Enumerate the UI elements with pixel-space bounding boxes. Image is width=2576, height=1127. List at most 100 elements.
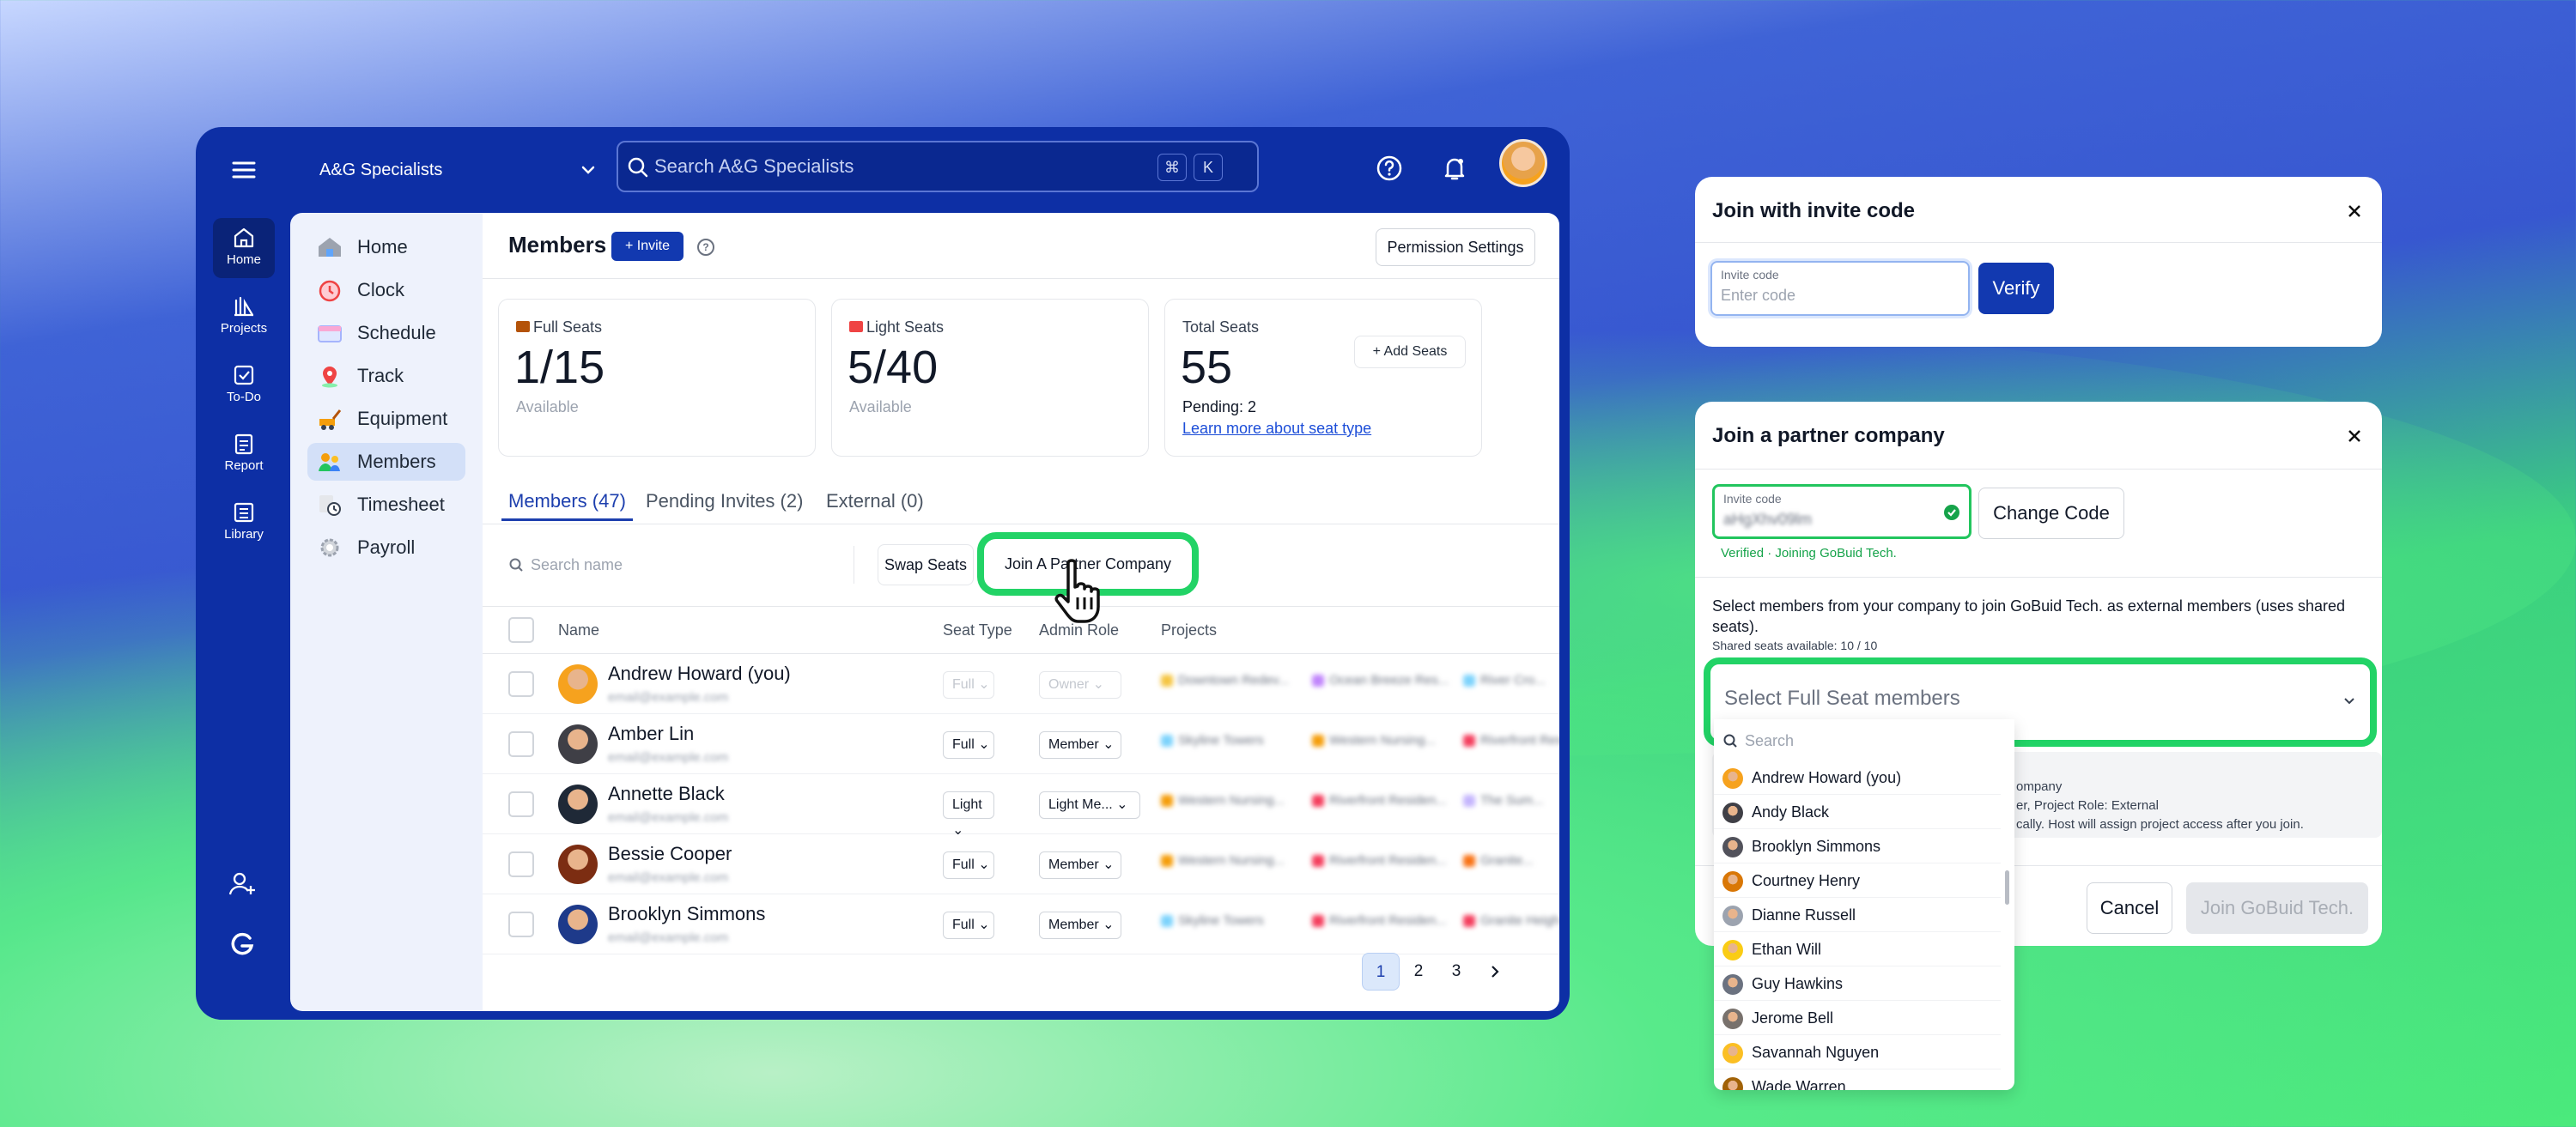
table-row[interactable]: Brooklyn Simmons email@example.com Full ⌄ M… (483, 894, 1559, 954)
dropdown-option[interactable]: Brooklyn Simmons (1714, 829, 2001, 863)
brand-logo-icon[interactable] (225, 927, 259, 961)
info-icon[interactable]: ? (697, 239, 714, 256)
chevron-down-icon: ⌄ (1103, 857, 1115, 872)
close-icon[interactable] (2344, 426, 2365, 446)
card-value: 55 (1181, 342, 1233, 393)
global-search[interactable]: Search A&G Specialists ⌘ K (617, 141, 1259, 192)
close-icon[interactable] (2344, 201, 2365, 221)
dropdown-option[interactable]: Andy Black (1714, 795, 2001, 829)
add-seats-button[interactable]: + Add Seats (1354, 336, 1466, 368)
help-icon[interactable] (1372, 151, 1406, 185)
rail-item-projects[interactable]: Projects (213, 287, 275, 347)
sidebar-item-members[interactable]: Members (307, 443, 465, 481)
seat-type-select[interactable]: Full ⌄ (943, 851, 994, 879)
join-company-button: Join GoBuid Tech. (2186, 882, 2368, 934)
row-checkbox[interactable] (508, 671, 534, 697)
name-search-input[interactable]: Search name (508, 548, 817, 582)
tab-pending-invites[interactable]: Pending Invites (2) (646, 490, 804, 512)
verify-button[interactable]: Verify (1978, 263, 2054, 314)
add-user-icon[interactable] (225, 867, 259, 901)
next-page-button[interactable] (1475, 953, 1513, 991)
row-checkbox[interactable] (508, 791, 534, 817)
hand-cursor-icon (1049, 556, 1109, 625)
projects-icon (234, 296, 254, 317)
invite-button[interactable]: + Invite (611, 232, 683, 261)
avatar (558, 664, 598, 704)
member-name: Amber Lin (608, 723, 695, 744)
row-checkbox[interactable] (508, 731, 534, 757)
rail-item-report[interactable]: Report (213, 424, 275, 484)
table-row[interactable]: Bessie Cooper email@example.com Full ⌄ Memb… (483, 834, 1559, 894)
dropdown-option[interactable]: Jerome Bell (1714, 1001, 2001, 1035)
dropdown-option[interactable]: Ethan Will (1714, 932, 2001, 966)
dropdown-option[interactable]: Wade Warren (1714, 1069, 2001, 1090)
avatar (1722, 906, 1743, 926)
table-row[interactable]: Amber Lin email@example.com Full ⌄ Member ⌄… (483, 714, 1559, 774)
sidebar-item-track[interactable]: Track (307, 357, 465, 395)
seat-type-select[interactable]: Full ⌄ (943, 912, 994, 939)
admin-role-select[interactable]: Member ⌄ (1039, 912, 1121, 939)
seat-type-select[interactable]: Full ⌄ (943, 731, 994, 759)
dropdown-option[interactable]: Dianne Russell (1714, 898, 2001, 932)
schedule-icon (316, 321, 343, 345)
admin-role-select[interactable]: Member ⌄ (1039, 851, 1121, 879)
members-panel: Members + Invite ? Permission Settings F… (483, 213, 1559, 1011)
page-3[interactable]: 3 (1451, 962, 1461, 980)
project-tag: Ocean Breeze Res... (1312, 673, 1449, 694)
scrollbar[interactable] (2005, 870, 2009, 905)
tab-external[interactable]: External (0) (826, 490, 924, 512)
chevron-down-icon: ⌄ (978, 857, 990, 872)
change-code-button[interactable]: Change Code (1978, 488, 2124, 539)
table-row[interactable]: Annette Black email@example.com Light ⌄ Lig… (483, 774, 1559, 838)
bell-icon[interactable] (1437, 151, 1472, 185)
avatar (1722, 1009, 1743, 1029)
dropdown-option[interactable]: Savannah Nguyen (1714, 1035, 2001, 1069)
select-all-checkbox[interactable] (508, 617, 534, 643)
chevron-down-icon: ⌄ (978, 677, 990, 692)
dropdown-option[interactable]: Andrew Howard (you) (1714, 760, 2001, 795)
sidebar-item-home[interactable]: Home (307, 228, 465, 266)
page-1[interactable]: 1 (1362, 953, 1400, 991)
seat-type-select[interactable]: Light ⌄ (943, 791, 994, 838)
search-placeholder: Search A&G Specialists (654, 155, 854, 177)
project-tag: Western Nursing... (1161, 853, 1285, 874)
sidebar-item-schedule[interactable]: Schedule (307, 314, 465, 352)
chevron-down-icon (2341, 692, 2358, 709)
rail-item-library[interactable]: Library (213, 493, 275, 553)
permission-settings-button[interactable]: Permission Settings (1376, 228, 1535, 266)
sidebar-item-timesheet[interactable]: Timesheet (307, 486, 465, 524)
row-checkbox[interactable] (508, 851, 534, 877)
avatar (1722, 768, 1743, 789)
page-2[interactable]: 2 (1413, 962, 1424, 980)
project-tag: Riverfront Res... (1463, 733, 1559, 754)
rail-item-home[interactable]: Home (213, 218, 275, 278)
rail-label: Projects (220, 321, 268, 336)
tab-members[interactable]: Members (47) (501, 484, 633, 521)
sidebar-item-payroll[interactable]: Payroll (307, 529, 465, 567)
project-tag: Skyline Towers (1161, 913, 1264, 934)
invite-code-field[interactable]: Invite code Enter code (1710, 261, 1970, 316)
org-switcher[interactable]: A&G Specialists (319, 155, 598, 185)
payroll-icon (316, 536, 343, 560)
sidebar-item-equipment[interactable]: Equipment (307, 400, 465, 438)
cancel-button[interactable]: Cancel (2087, 882, 2172, 934)
swap-seats-button[interactable]: Swap Seats (878, 544, 974, 585)
sidebar-item-clock[interactable]: Clock (307, 271, 465, 309)
rail-item-todo[interactable]: To-Do (213, 355, 275, 415)
page-title: Members (508, 232, 607, 258)
admin-role-select[interactable]: Member ⌄ (1039, 731, 1121, 759)
rail-label: To-Do (226, 390, 261, 404)
avatar (1722, 940, 1743, 960)
menu-icon[interactable] (228, 155, 259, 185)
dropdown-option[interactable]: Guy Hawkins (1714, 966, 2001, 1001)
seat-type-link[interactable]: Learn more about seat type (1182, 420, 1372, 437)
admin-role-select[interactable]: Light Me... ⌄ (1039, 791, 1140, 819)
user-avatar[interactable] (1499, 139, 1547, 187)
todo-icon (234, 365, 254, 385)
dropdown-option[interactable]: Courtney Henry (1714, 863, 2001, 898)
invite-code-field[interactable]: Invite code aHgXhv09lm (1712, 484, 1971, 539)
row-checkbox[interactable] (508, 912, 534, 937)
table-row[interactable]: Andrew Howard (you) email@example.com Full… (483, 654, 1559, 714)
dropdown-search-input[interactable]: Search (1721, 728, 2004, 754)
project-tag: Western Nursing... (1161, 793, 1285, 814)
